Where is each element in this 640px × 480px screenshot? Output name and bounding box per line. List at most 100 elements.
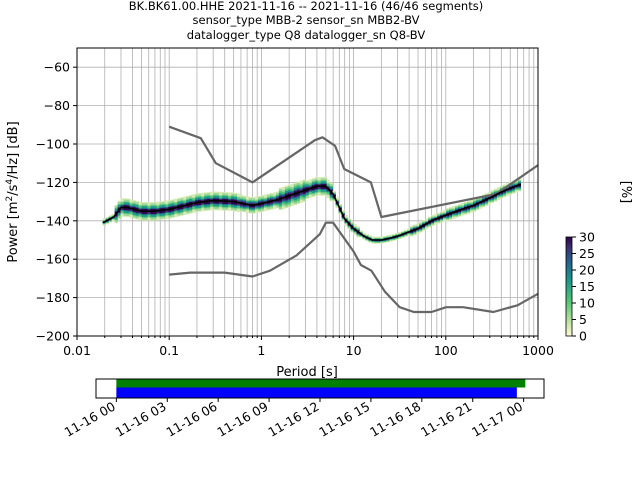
density-cell [189,207,193,209]
density-cell [171,213,175,215]
density-cell [487,199,492,201]
density-cell [278,200,283,202]
density-cell [168,210,172,212]
density-cell [461,213,465,215]
density-cell [219,194,223,197]
density-cell [308,182,313,184]
density-cell [377,237,381,239]
density-cell [475,199,480,201]
density-cell [114,219,118,221]
density-cell [323,191,327,193]
density-cell [240,203,244,205]
density-cell [147,219,151,221]
density-cell [129,199,133,201]
density-cell [213,191,217,193]
density-cell [198,203,202,205]
density-cell [257,206,262,208]
density-cell [228,192,232,194]
time-tick-label: 11-16 21 [418,399,474,440]
density-cell [511,187,516,189]
density-cell [416,230,420,233]
density-cell [207,198,211,201]
density-cell [392,234,396,237]
density-cell [335,197,339,199]
density-cell [299,188,304,190]
density-cell [338,211,342,213]
density-cell [326,194,330,197]
density-cell [517,179,522,181]
density-cell [192,195,196,197]
density-cell [314,193,318,195]
x-tick-label: 10 [346,343,362,358]
density-cell [347,225,351,228]
x-tick-label: 1 [257,343,265,358]
density-cell [302,183,307,185]
density-cell [204,203,208,206]
density-cell [138,204,142,206]
density-cell [234,195,238,198]
density-cell [314,182,318,184]
density-cell [505,194,510,196]
density-cell [257,197,262,199]
density-cell [120,199,124,201]
density-cell [150,213,154,215]
density-cell [138,212,142,214]
density-cell [120,211,124,213]
density-cell [443,219,447,222]
density-cell [231,194,235,196]
density-cell [263,194,268,196]
density-cell [499,186,504,188]
density-cell [287,191,292,193]
density-cell [299,183,304,185]
density-cell [222,207,226,209]
density-cell [189,197,193,200]
density-cell [275,192,280,194]
density-cell [138,216,142,218]
density-cell [126,213,130,216]
density-cell [392,233,396,236]
density-cell [189,199,193,202]
density-cell [156,206,160,208]
density-cell [263,197,268,199]
density-cell [296,196,301,199]
density-cell [132,200,136,202]
density-cell [243,195,247,197]
density-cell [257,210,262,212]
density-cell [287,204,292,207]
density-cell [162,215,166,217]
density-cell [174,205,178,207]
density-cell [434,214,438,217]
density-cell [314,183,318,185]
density-cell [490,197,495,200]
density-cell [469,199,474,202]
colorbar-tick-label: 0 [579,329,587,344]
density-cell [222,203,226,205]
density-cell [231,197,235,199]
density-cell [123,207,127,210]
density-cell [389,234,393,236]
density-cell [449,210,453,213]
density-cell [237,210,241,213]
density-cell [308,184,313,186]
density-cell [329,199,333,201]
density-cell [186,207,190,209]
density-cell [144,213,148,215]
density-cell [141,218,145,220]
density-cell [502,195,507,198]
density-cell [461,211,465,213]
density-cell [422,222,426,225]
density-cell [353,224,357,226]
density-cell [120,215,124,217]
density-cell [240,196,244,199]
density-cell [159,213,163,216]
density-cell [302,193,307,196]
density-cell [237,195,241,197]
density-cell [416,223,420,225]
density-cell [153,204,157,207]
density-cell [353,226,357,228]
density-cell [410,234,414,236]
density-cell [222,198,226,200]
density-cell [383,235,387,238]
density-cell [246,205,250,208]
density-cell [183,207,187,210]
